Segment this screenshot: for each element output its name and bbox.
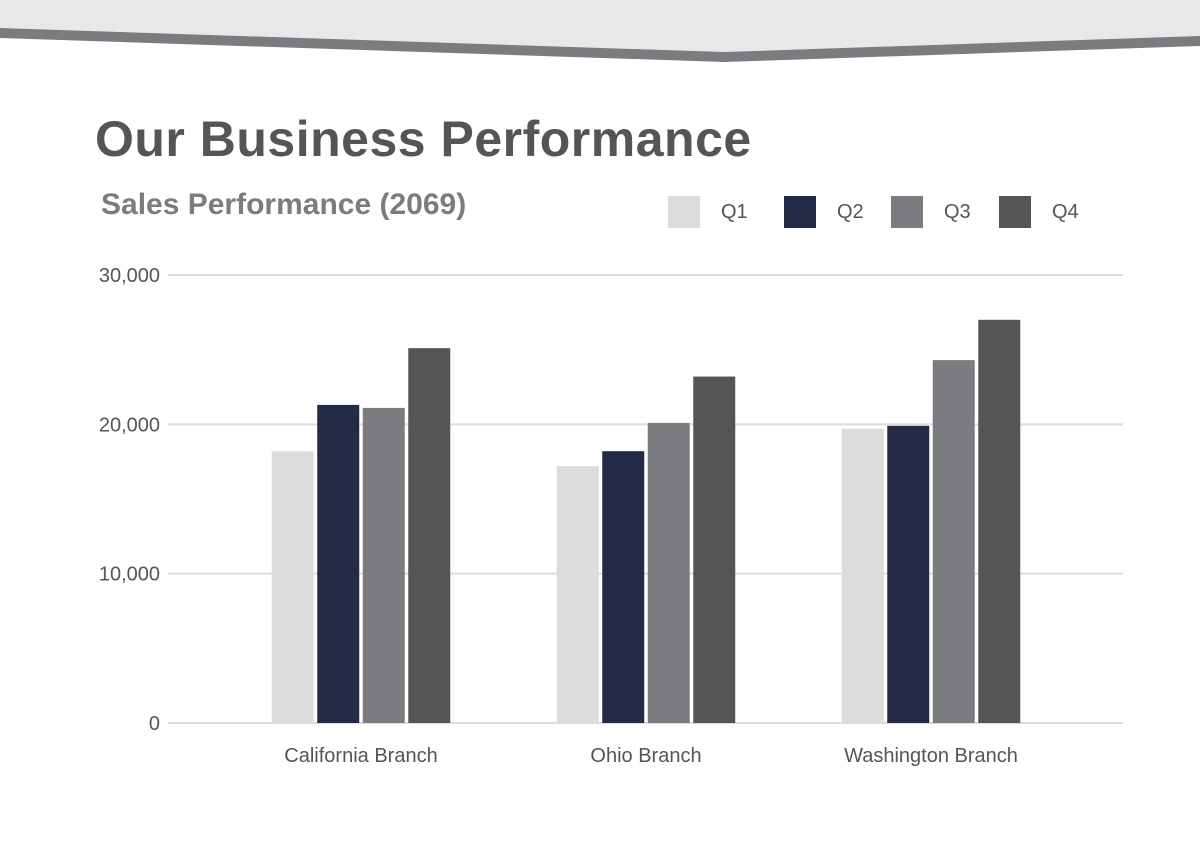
bar-q1-ohio-branch	[556, 466, 599, 723]
y-tick-label-20000: 20,000	[99, 414, 160, 436]
legend-item-q1: Q1	[668, 196, 748, 228]
legend-item-q3: Q3	[891, 196, 971, 228]
legend-swatch-q1	[668, 196, 700, 228]
legend-label-q4: Q4	[1052, 200, 1079, 223]
bar-q2-california-branch	[317, 404, 360, 723]
legend-label-q3: Q3	[944, 200, 971, 223]
x-tick-label-washington-branch: Washington Branch	[844, 745, 1018, 767]
header-band-dark-stripe	[0, 28, 1200, 62]
legend-item-q2: Q2	[784, 196, 864, 228]
bar-q4-ohio-branch	[693, 376, 736, 723]
bar-q3-washington-branch	[932, 360, 975, 723]
legend-swatch-q2	[784, 196, 816, 228]
y-tick-label-30000: 30,000	[99, 265, 160, 287]
bar-q1-california-branch	[271, 451, 314, 723]
y-tick-label-10000: 10,000	[99, 564, 160, 586]
bar-q3-california-branch	[362, 407, 405, 723]
bar-q2-washington-branch	[887, 425, 930, 723]
bar-q1-washington-branch	[841, 428, 884, 723]
chart-title: Sales Performance (2069)	[101, 188, 467, 221]
legend-swatch-q3	[891, 196, 923, 228]
header-band-light	[0, 0, 1200, 52]
bar-q4-washington-branch	[978, 319, 1021, 723]
legend-label-q1: Q1	[721, 200, 748, 223]
y-tick-label-0: 0	[149, 713, 160, 735]
legend-swatch-q4	[999, 196, 1031, 228]
legend-label-q2: Q2	[837, 200, 864, 223]
bar-q4-california-branch	[408, 348, 451, 723]
x-tick-label-california-branch: California Branch	[284, 745, 437, 767]
x-tick-label-ohio-branch: Ohio Branch	[590, 745, 701, 767]
header-band	[0, 0, 1200, 62]
legend-item-q4: Q4	[999, 196, 1079, 228]
bar-q3-ohio-branch	[647, 422, 690, 723]
page-title: Our Business Performance	[95, 111, 752, 167]
bar-q2-ohio-branch	[602, 451, 645, 723]
